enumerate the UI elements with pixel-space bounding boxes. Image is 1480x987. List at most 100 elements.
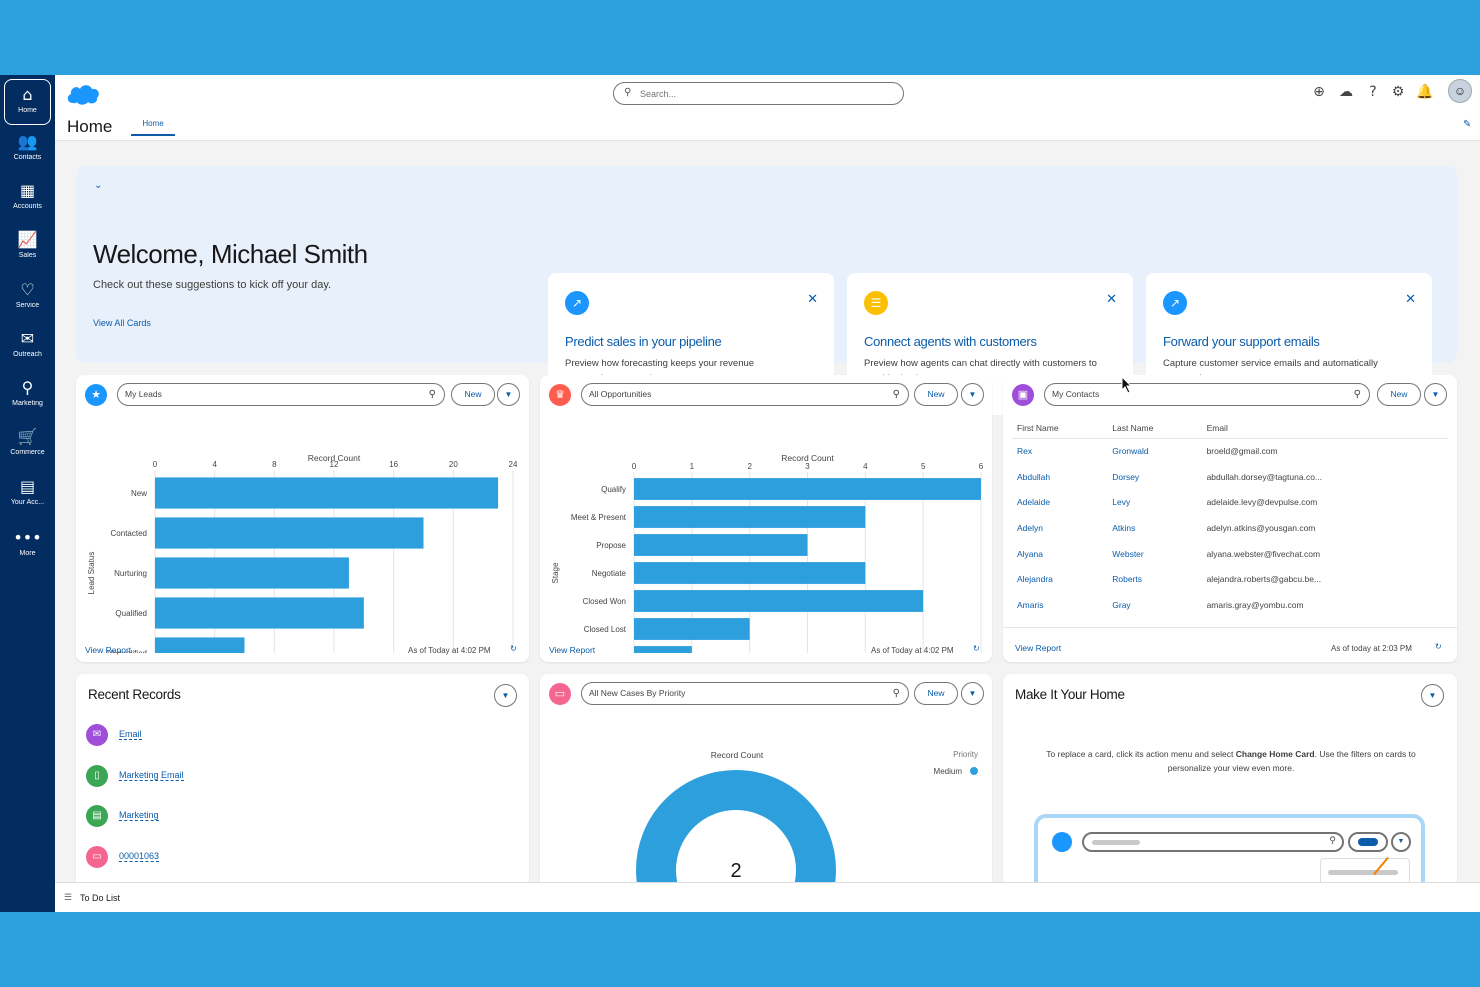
first-name-cell[interactable]: Abdullah	[1017, 471, 1051, 482]
card-menu-chevron-icon[interactable]: ▼	[1424, 383, 1447, 406]
trailhead-icon[interactable]: ☁	[1339, 84, 1353, 100]
column-header[interactable]: Last Name	[1107, 418, 1202, 439]
y-category-label: Meet & Present	[571, 513, 627, 522]
collapse-chevron-icon[interactable]: ⌄	[94, 180, 103, 191]
nav-item-marketing[interactable]: ⚲ Marketing	[4, 373, 51, 419]
last-name-cell[interactable]: Gray	[1112, 599, 1131, 610]
first-name-cell[interactable]: Alejandra	[1017, 574, 1053, 585]
all-opportunities-card: ♛ All Opportunities ⚲ New ▼ Record Count 0…	[540, 375, 992, 662]
recent-record-link[interactable]: Marketing	[119, 810, 159, 821]
bar	[634, 562, 866, 584]
new-opportunity-button[interactable]: New	[914, 383, 958, 406]
suggestion-title[interactable]: Connect agents with customers	[864, 334, 1037, 349]
list-view-select[interactable]: All New Cases By Priority ⚲	[581, 682, 909, 705]
search-icon[interactable]: ⚲	[892, 389, 900, 400]
nav-item-commerce[interactable]: 🛒 Commerce	[4, 422, 51, 468]
card-menu-chevron-icon[interactable]: ▼	[1421, 684, 1444, 707]
suggestion-title[interactable]: Forward your support emails	[1163, 334, 1320, 349]
list-view-select[interactable]: My Leads ⚲	[117, 383, 445, 406]
column-header[interactable]: First Name	[1012, 418, 1108, 439]
cases-donut-chart: Record Count Priority Medium 2	[636, 750, 978, 912]
donut-center-label: 2	[730, 860, 741, 882]
recent-record-link[interactable]: Email	[119, 729, 142, 740]
nav-item-your-acc[interactable]: ▤ Your Acc...	[4, 472, 51, 518]
nav-item-outreach[interactable]: ✉ Outreach	[4, 324, 51, 370]
last-name-cell[interactable]: Gronwald	[1112, 446, 1149, 457]
edit-page-icon[interactable]: ✎	[1463, 119, 1472, 130]
close-icon[interactable]: ✕	[807, 291, 818, 306]
table-row: Amaris Gray amaris.gray@yombu.com	[1012, 592, 1448, 618]
new-lead-button[interactable]: New	[451, 383, 495, 406]
todo-list-icon[interactable]: ☰	[64, 892, 73, 902]
more-icon: •••	[13, 528, 42, 547]
first-name-cell[interactable]: Adelyn	[1017, 522, 1043, 533]
list-view-select[interactable]: All Opportunities ⚲	[581, 383, 909, 406]
card-menu-chevron-icon[interactable]: ▼	[961, 383, 984, 406]
table-row: Rex Gronwald broeld@gmail.com	[1012, 438, 1448, 464]
card-menu-chevron-icon[interactable]: ▼	[497, 383, 520, 406]
bar	[155, 557, 349, 589]
nav-item-more[interactable]: ••• More	[4, 523, 51, 569]
nav-item-contacts[interactable]: 👥 Contacts	[4, 127, 51, 173]
view-report-link[interactable]: View Report	[85, 645, 132, 655]
email-cell: alyana.webster@fivechat.com	[1206, 548, 1321, 559]
view-all-cards-link[interactable]: View All Cards	[93, 318, 151, 328]
card-menu-chevron-icon[interactable]: ▼	[961, 682, 984, 705]
marketing-email-icon: ▯	[86, 764, 108, 787]
new-contact-button[interactable]: New	[1377, 383, 1421, 406]
outreach-icon: ✉	[20, 329, 35, 348]
suggestion-title[interactable]: Predict sales in your pipeline	[565, 334, 722, 349]
recent-record-link[interactable]: Marketing Email	[119, 769, 184, 781]
tab-home[interactable]: Home	[131, 119, 175, 136]
first-name-cell[interactable]: Rex	[1017, 446, 1033, 457]
nav-item-service[interactable]: ♡ Service	[4, 275, 51, 321]
last-name-cell[interactable]: Dorsey	[1112, 471, 1140, 482]
refresh-icon[interactable]: ↻	[973, 644, 980, 653]
view-report-link[interactable]: View Report	[549, 645, 596, 655]
new-case-button[interactable]: New	[914, 682, 958, 705]
list-view-select[interactable]: My Contacts ⚲	[1044, 383, 1370, 406]
case-icon: ▭	[86, 845, 108, 868]
nav-item-accounts[interactable]: ▦ Accounts	[4, 176, 51, 222]
nav-item-home[interactable]: ⌂ Home	[4, 79, 51, 125]
first-name-cell[interactable]: Amaris	[1017, 599, 1044, 610]
bell-icon[interactable]: 🔔	[1416, 84, 1434, 100]
help-icon[interactable]: ?	[1369, 84, 1377, 100]
chart-title: Record Count	[781, 453, 834, 463]
todo-list-label[interactable]: To Do List	[80, 893, 121, 903]
refresh-icon[interactable]: ↻	[1435, 642, 1442, 651]
report-timestamp: As of Today at 4:02 PM	[871, 646, 954, 655]
salesforce-logo[interactable]	[65, 81, 101, 112]
close-icon[interactable]: ✕	[1405, 291, 1416, 306]
last-name-cell[interactable]: Webster	[1112, 548, 1144, 559]
last-name-cell[interactable]: Atkins	[1112, 522, 1136, 533]
home-icon: ⌂	[22, 85, 33, 104]
add-icon[interactable]: ⊕	[1313, 84, 1325, 100]
close-icon[interactable]: ✕	[1106, 291, 1117, 306]
search-icon[interactable]: ⚲	[892, 688, 900, 699]
leads-icon: ★	[85, 384, 107, 406]
contacts-icon: ▣	[1012, 384, 1034, 406]
search-input[interactable]	[640, 87, 890, 100]
y-category-label: New	[131, 489, 147, 498]
refresh-icon[interactable]: ↻	[510, 644, 517, 653]
table-row: Alejandra Roberts alejandra.roberts@gabcu.…	[1012, 566, 1448, 592]
x-tick-label: 0	[632, 462, 637, 471]
gear-icon[interactable]: ⚙	[1391, 84, 1405, 100]
first-name-cell[interactable]: Alyana	[1017, 548, 1043, 559]
nav-item-label: Contacts	[13, 154, 42, 161]
recent-record-link[interactable]: 00001063	[119, 850, 160, 862]
global-search[interactable]: ⚲	[613, 82, 904, 105]
search-icon[interactable]: ⚲	[1353, 389, 1361, 400]
card-menu-chevron-icon[interactable]: ▼	[494, 684, 517, 707]
first-name-cell[interactable]: Adelaide	[1017, 497, 1051, 508]
column-header[interactable]: Email	[1201, 418, 1448, 439]
search-icon[interactable]: ⚲	[428, 389, 436, 400]
last-name-cell[interactable]: Roberts	[1112, 574, 1143, 585]
user-avatar[interactable]: ☺	[1448, 79, 1472, 103]
leads-bar-chart: Record Count 0 4 8 12 16 20 24 New Contacted Nurtu…	[87, 453, 518, 653]
sales-icon: 📈	[17, 230, 38, 249]
nav-item-sales[interactable]: 📈 Sales	[4, 225, 51, 271]
view-report-link[interactable]: View Report	[1015, 643, 1062, 653]
last-name-cell[interactable]: Levy	[1112, 497, 1131, 508]
